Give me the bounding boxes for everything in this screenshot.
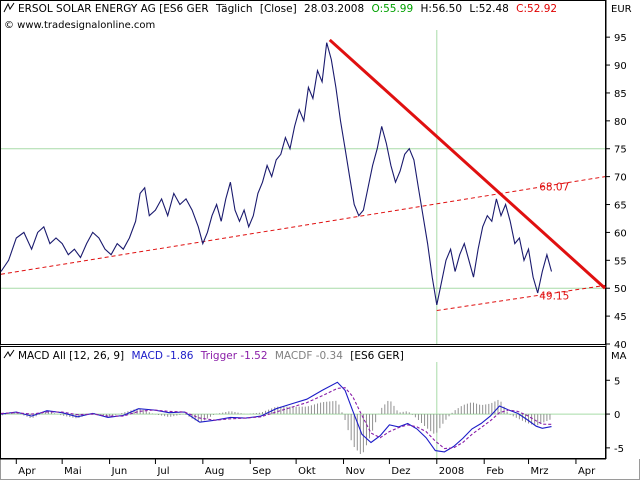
grid: [1, 30, 605, 458]
instrument-title: ERSOL SOLAR ENERGY AG [ES6 GER: [18, 3, 209, 15]
y-tick-label-95: 95: [614, 33, 627, 44]
mode-label: [Close]: [260, 3, 297, 15]
price-annotation-0: 68.07: [539, 182, 569, 194]
currency-label: EUR: [611, 4, 632, 15]
trend-lines: [0, 38, 607, 312]
x-tick-label-12: Apr: [578, 466, 596, 477]
macd-title: MACD All [12, 26, 9]: [18, 350, 124, 362]
x-tick-label-1: Mai: [64, 466, 82, 477]
y-tick-label-55: 55: [614, 256, 627, 267]
macd-header: MACD All [12, 26, 9] MACD -1.86 Trigger …: [3, 349, 627, 362]
interval-label: Täglich: [215, 3, 253, 15]
x-tick-label-4: Aug: [205, 466, 225, 477]
x-tick-label-2: Jun: [111, 466, 128, 477]
x-tick-label-5: Sep: [252, 466, 271, 477]
macd-tick-label-0: 0: [614, 410, 620, 421]
x-tick-label-0: Apr: [18, 466, 36, 477]
x-tick-label-3: Jul: [156, 466, 169, 477]
price-header: ERSOL SOLAR ENERGY AG [ES6 GER Täglich […: [3, 2, 632, 31]
y-tick-label-50: 50: [614, 284, 627, 295]
website-credit: © www.tradesignalonline.com: [4, 20, 155, 31]
macd-series: -5 0 5: [0, 376, 624, 455]
svg-text:MACD All [12, 26, 9] MAC: MACD All [12, 26, 9] MACD -1.86 Trigger …: [18, 350, 404, 362]
right-axis-area: [606, 0, 640, 459]
open-value: O:55.99: [371, 3, 413, 15]
price-axis: 40 45 50 55 60 65 70 75 80 85 90 95: [606, 33, 627, 351]
trigger-line: [0, 387, 552, 450]
y-tick-label-45: 45: [614, 312, 627, 323]
x-tick-label-8: Dez: [391, 466, 410, 477]
y-tick-label-85: 85: [614, 89, 627, 100]
y-tick-label-80: 80: [614, 117, 627, 128]
x-tick-label-7: Nov: [346, 466, 366, 477]
x-tick-label-9: 2008: [439, 466, 464, 477]
macdf-value: MACDF -0.34: [275, 350, 343, 362]
chart-type-icon: [3, 2, 15, 13]
close-value: C:52.92: [516, 3, 557, 15]
y-tick-label-90: 90: [614, 61, 627, 72]
x-tick-label-6: Okt: [298, 466, 316, 477]
x-tick-label-10: Feb: [486, 466, 504, 477]
time-axis: Apr Mai Jun Jul Aug Sep Okt Nov Dez 2008 Feb Mrz Apr: [0, 458, 606, 477]
y-tick-label-70: 70: [614, 173, 627, 184]
y-tick-label-60: 60: [614, 228, 627, 239]
date-label: 28.03.2008: [304, 3, 364, 15]
macd-symbol: [ES6 GER]: [350, 350, 404, 362]
y-tick-label-75: 75: [614, 145, 627, 156]
price-annotation-1: 49.15: [539, 290, 569, 302]
x-tick-label-11: Mrz: [531, 466, 549, 477]
macd-tick-label-5: 5: [614, 376, 620, 387]
support_upper-line: [0, 176, 606, 275]
svg-text:ERSOL SOLAR ENERGY AG [ES6 GER: ERSOL SOLAR ENERGY AG [ES6 GER Täglich […: [18, 3, 557, 15]
macd-axis-label: MA: [611, 351, 627, 362]
macd-tick-label--5: -5: [614, 444, 624, 455]
y-tick-label-65: 65: [614, 201, 627, 212]
indicator-icon: [3, 349, 15, 359]
trigger-value: Trigger -1.52: [200, 350, 268, 362]
macd-value: MACD -1.86: [131, 350, 193, 362]
y-tick-label-40: 40: [614, 340, 627, 351]
annotations: 68.07 49.15: [539, 182, 569, 303]
price-line: [0, 42, 553, 306]
low-value: L:52.48: [469, 3, 508, 15]
resistance-line: [328, 38, 607, 290]
price-series: [0, 42, 553, 306]
high-value: H:56.50: [421, 3, 463, 15]
support_lower-line: [436, 284, 606, 312]
